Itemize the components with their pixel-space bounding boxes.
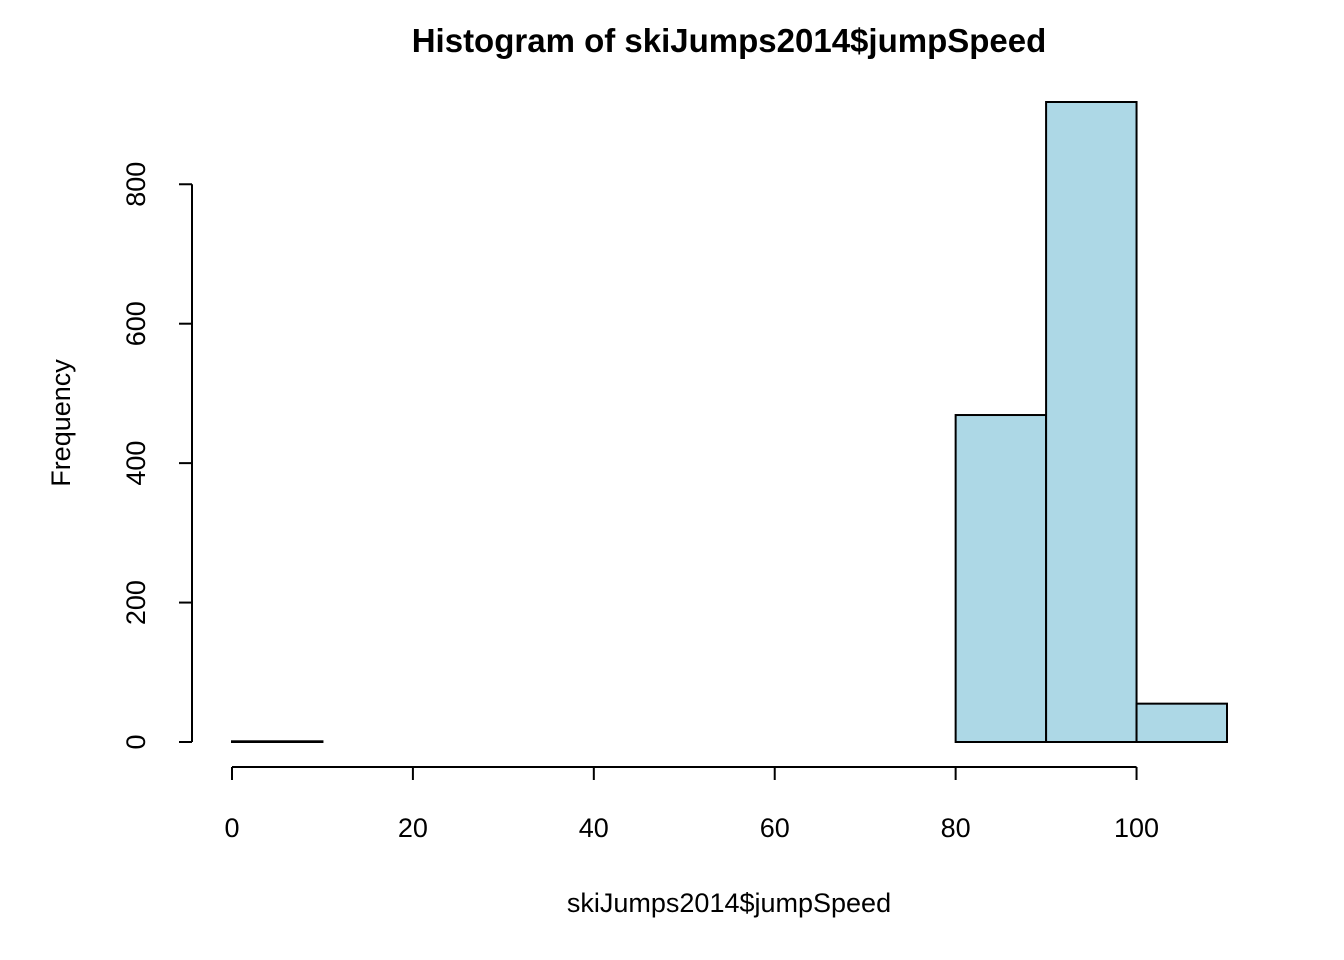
bars bbox=[231, 101, 1228, 744]
y-axis-title: Frequency bbox=[46, 359, 76, 487]
y-tick-label: 0 bbox=[121, 734, 151, 749]
x-tick-label: 0 bbox=[224, 813, 239, 843]
histogram-bar bbox=[231, 740, 324, 744]
y-axis: 0 200 400 600 800 bbox=[121, 162, 193, 750]
x-tick-label: 100 bbox=[1114, 813, 1159, 843]
x-tick-label: 40 bbox=[579, 813, 609, 843]
y-tick-label: 400 bbox=[121, 441, 151, 486]
x-axis: 0 20 40 60 80 100 bbox=[224, 766, 1159, 843]
y-tick-label: 200 bbox=[121, 580, 151, 625]
chart-title: Histogram of skiJumps2014$jumpSpeed bbox=[412, 22, 1047, 59]
histogram-bar bbox=[1135, 702, 1228, 743]
x-axis-title: skiJumps2014$jumpSpeed bbox=[567, 888, 891, 918]
histogram-bar bbox=[1045, 101, 1138, 743]
histogram-bar bbox=[954, 414, 1048, 743]
y-tick-label: 800 bbox=[121, 162, 151, 207]
y-tick-label: 600 bbox=[121, 301, 151, 346]
x-tick-label: 60 bbox=[760, 813, 790, 843]
x-tick-label: 20 bbox=[398, 813, 428, 843]
x-tick-label: 80 bbox=[941, 813, 971, 843]
